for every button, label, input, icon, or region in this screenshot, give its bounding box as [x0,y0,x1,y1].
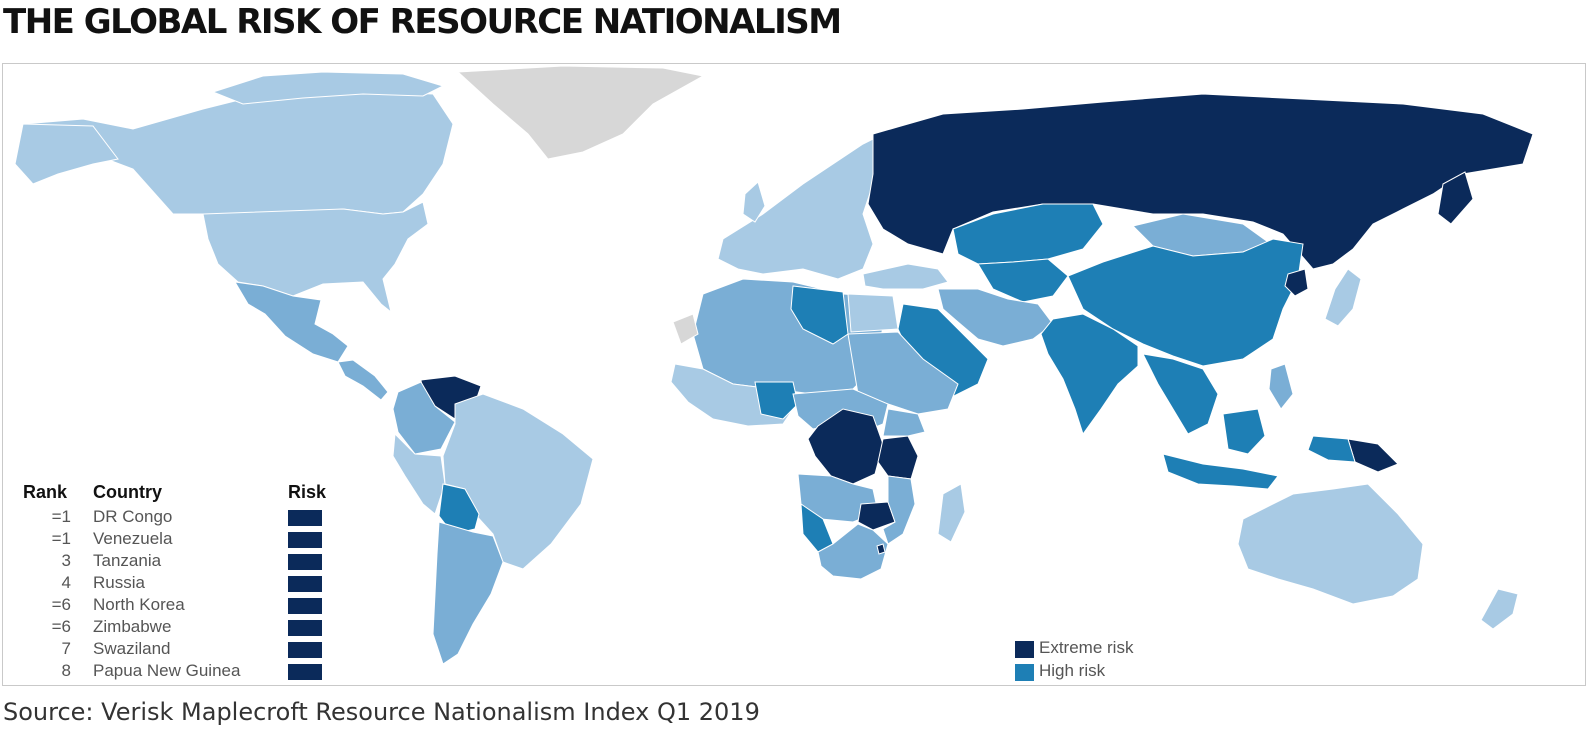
region-png [1347,438,1399,473]
region-libya [790,285,849,345]
ranking-row: =1 Venezuela [23,529,343,551]
region-papua-west [1307,435,1356,463]
region-bolivia [438,483,480,535]
ranking-risk-swatch [288,510,322,526]
ranking-row: 8 Papua New Guinea [23,661,343,683]
map-frame: Rank Country Risk =1 DR Congo =1 Venezuela 3… [2,63,1586,686]
ranking-rank: =6 [51,617,71,636]
ranking-country: Zimbabwe [93,617,172,636]
region-turkey [862,263,949,290]
region-europe [717,133,884,280]
ranking-country: Russia [93,573,145,592]
ranking-country: Venezuela [93,529,173,548]
region-swaziland [876,543,886,555]
region-zimbabwe [857,501,896,531]
legend-label: Medium risk [1039,684,1131,685]
region-russia [867,93,1534,270]
world-risk-map [14,65,1534,665]
ranking-rank: 9 [23,683,71,685]
region-iran [937,288,1054,347]
ranking-row: =6 North Korea [23,595,343,617]
region-central-asia [977,258,1069,303]
ranking-row: =1 DR Congo [23,507,343,529]
ranking-row: 9 Kazakhstan [23,683,343,685]
legend-item: Extreme risk [1015,638,1215,660]
region-kazakhstan [952,203,1104,265]
ranking-country: Swaziland [93,639,171,658]
region-colombia [392,381,456,455]
ranking-rank: =1 [51,507,71,526]
ranking-risk-swatch [288,554,322,570]
ranking-risk-swatch [288,642,322,658]
ranking-rank: =1 [51,529,71,548]
region-canada [22,88,454,215]
region-indonesia [1162,453,1279,490]
ranking-rank: =6 [51,595,71,614]
region-japan [1324,268,1362,327]
ranking-rank: 8 [61,661,71,680]
region-tanzania [877,435,919,480]
legend-swatch [1015,664,1034,681]
region-brazil [442,393,594,570]
region-se-asia [1142,353,1219,435]
ranking-rank: 3 [61,551,71,570]
ranking-table: Rank Country Risk =1 DR Congo =1 Venezuela 3… [23,482,343,685]
ranking-country: DR Congo [93,507,173,526]
ranking-country: Kazakhstan [93,683,182,685]
legend-label: Extreme risk [1039,638,1134,657]
region-north-korea [1284,268,1309,297]
country-header: Country [93,482,162,502]
region-philippines [1268,363,1294,410]
ranking-row: 7 Swaziland [23,639,343,661]
region-south-africa [817,523,889,580]
region-dr-congo [807,408,884,485]
ranking-row: 4 Russia [23,573,343,595]
ranking-rank: 4 [61,573,71,592]
ranking-rank: 7 [61,639,71,658]
region-peru [392,432,446,515]
region-nigeria [754,381,799,420]
region-argentina [432,521,504,665]
ranking-risk-swatch [288,620,322,636]
ranking-risk-swatch [288,576,322,592]
region-kenya [882,408,926,437]
region-uk [742,181,766,223]
ranking-row: 3 Tanzania [23,551,343,573]
region-borneo [1222,408,1266,455]
region-mexico [234,281,349,363]
risk-header: Risk [288,482,327,502]
legend-swatch [1015,641,1034,658]
region-alaska [14,123,119,185]
region-kamchatka [1437,171,1474,225]
region-western-sahara [672,313,699,345]
ranking-country: Papua New Guinea [93,661,241,680]
region-usa [202,201,429,314]
ranking-risk-swatch [288,532,322,548]
region-madagascar [937,483,966,543]
legend-item: High risk [1015,661,1215,683]
ranking-country: North Korea [93,595,185,614]
region-greenland [456,65,705,160]
ranking-row: =6 Zimbabwe [23,617,343,639]
legend-label: High risk [1039,661,1106,680]
ranking-country: Tanzania [93,551,162,570]
region-china [1067,238,1304,367]
rank-header: Rank [23,482,68,502]
ranking-risk-swatch [288,664,322,680]
source-note: Source: Verisk Maplecroft Resource Natio… [3,698,760,726]
region-canada-islands [211,71,445,105]
region-india [1040,313,1139,436]
region-australia [1237,483,1424,605]
region-new-zealand [1480,588,1519,630]
legend-item: Medium risk [1015,684,1215,685]
region-central-america [337,359,389,401]
ranking-risk-swatch [288,598,322,614]
region-egypt [847,293,899,333]
map-title: THE GLOBAL RISK OF RESOURCE NATIONALISM [3,2,842,42]
